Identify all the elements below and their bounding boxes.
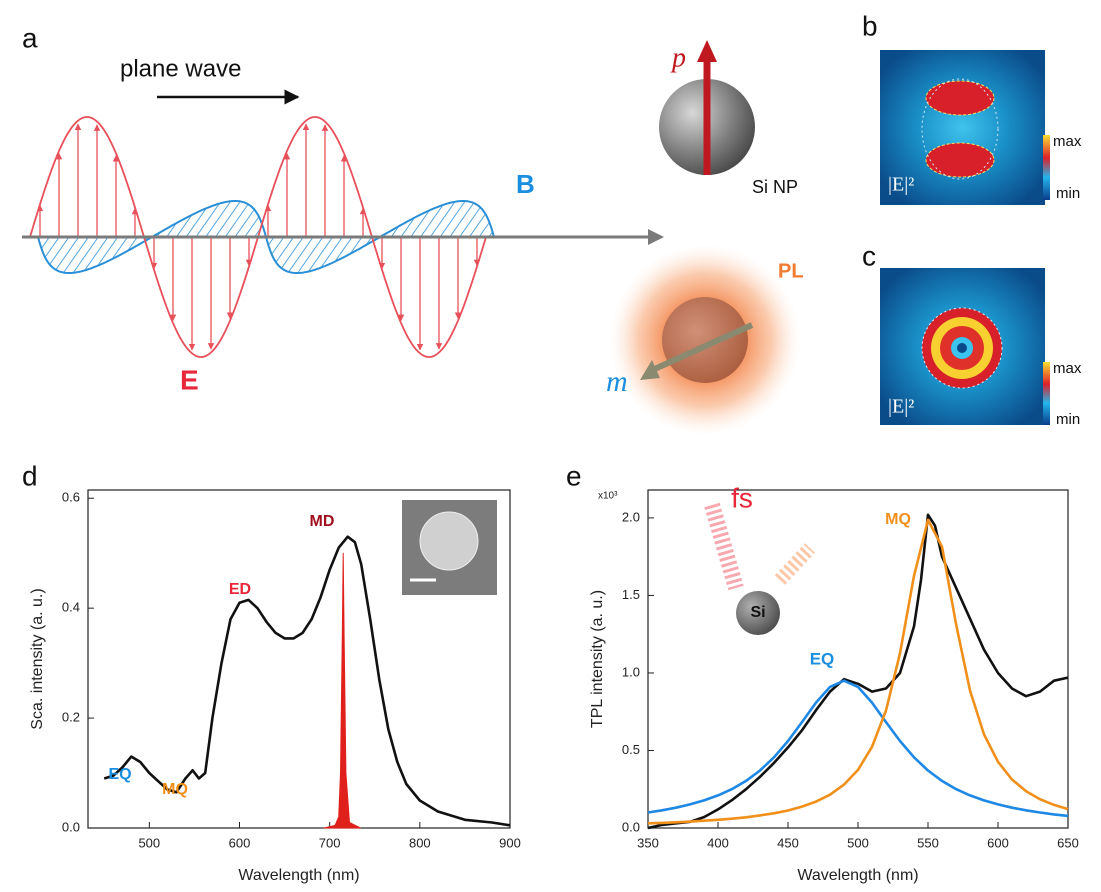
colorbar-min: min — [1056, 411, 1080, 428]
plot-frame — [648, 490, 1068, 828]
colorbar-max: max — [1053, 360, 1082, 377]
excitation-pulse — [712, 505, 736, 588]
b-field-label: B — [516, 169, 535, 199]
panel-label: d — [22, 460, 38, 491]
particle-label: Si NP — [752, 177, 798, 197]
x-axis-label: Wavelength (nm) — [238, 867, 359, 884]
y-tick-label: 0.4 — [62, 600, 80, 615]
annotation: fs — [731, 482, 753, 513]
figure: a b c d e plane wave E B p Si NP PL m |E… — [0, 0, 1101, 892]
y-axis-label: Sca. intensity (a. u.) — [29, 588, 46, 729]
panel-label: a — [22, 22, 38, 53]
colorbar — [1043, 362, 1050, 425]
y-tick-label: 1.0 — [622, 664, 640, 679]
annotation: EQ — [810, 649, 835, 668]
y-tick-label: 0.0 — [62, 819, 80, 834]
y-tick-label: 1.5 — [622, 587, 640, 602]
y-tick-label: 0.5 — [622, 742, 640, 757]
x-tick-label: 600 — [987, 835, 1009, 850]
colorbar-max: max — [1053, 133, 1082, 150]
x-tick-label: 400 — [707, 835, 729, 850]
magnetic-dipole-label: m — [606, 365, 628, 398]
x-tick-label: 900 — [499, 835, 521, 850]
y-multiplier: x10³ — [598, 491, 618, 502]
emitting-particle — [662, 297, 748, 383]
y-tick-label: 0.6 — [62, 490, 80, 505]
x-tick-label: 450 — [777, 835, 799, 850]
axis-arrowhead — [648, 229, 664, 245]
wave-direction-label: plane wave — [120, 55, 241, 82]
line — [648, 520, 1068, 823]
emission-label: PL — [778, 260, 804, 282]
x-tick-label: 800 — [409, 835, 431, 850]
field-lobe — [926, 81, 994, 115]
field-quantity: |E|² — [888, 174, 914, 196]
x-tick-label: 700 — [319, 835, 341, 850]
field-ring — [957, 343, 967, 353]
panel-label: c — [862, 240, 876, 271]
field-quantity: |E|² — [888, 396, 914, 418]
panel-label: b — [862, 10, 878, 41]
colorbar-min: min — [1056, 185, 1080, 202]
annotation: MQ — [885, 511, 911, 528]
colorbar — [1043, 135, 1050, 200]
e-field-label: E — [180, 364, 199, 395]
y-tick-label: 2.0 — [622, 509, 640, 524]
line — [648, 515, 1068, 828]
y-axis-label: TPL intensity (a. u.) — [589, 590, 606, 728]
x-tick-label: 500 — [138, 835, 160, 850]
x-tick-label: 650 — [1057, 835, 1079, 850]
annotation: MQ — [162, 781, 188, 798]
sem-particle — [420, 512, 478, 570]
dipole-arrowhead — [697, 40, 717, 62]
x-tick-label: 500 — [847, 835, 869, 850]
x-tick-label: 350 — [637, 835, 659, 850]
annotation: Si — [750, 604, 765, 621]
y-tick-label: 0.2 — [62, 710, 80, 725]
area — [324, 553, 360, 828]
x-tick-label: 550 — [917, 835, 939, 850]
annotation: MD — [310, 513, 335, 530]
field-lobe — [926, 143, 994, 177]
y-tick-label: 0.0 — [622, 819, 640, 834]
x-axis-label: Wavelength (nm) — [797, 867, 918, 884]
electric-dipole-label: p — [670, 42, 686, 73]
emission-pulse — [780, 548, 810, 580]
annotation: EQ — [108, 766, 131, 783]
annotation: ED — [229, 581, 251, 598]
x-tick-label: 600 — [229, 835, 251, 850]
line — [648, 681, 1068, 816]
panel-label: e — [566, 460, 582, 491]
